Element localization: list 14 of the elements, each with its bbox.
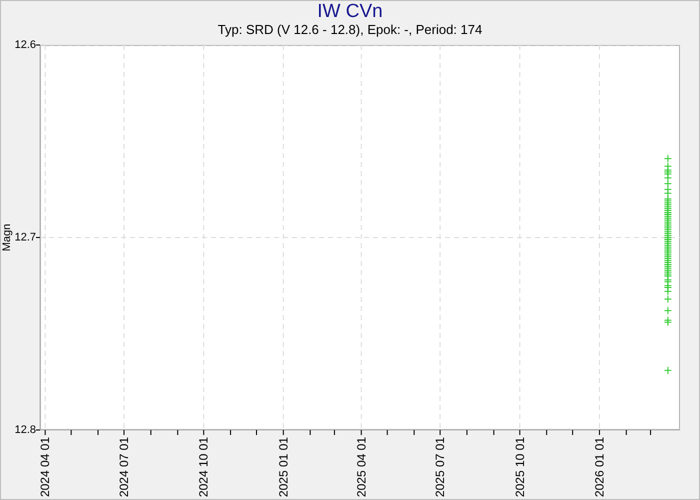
y-tick-label: 12.8	[14, 424, 36, 436]
x-tick-label: 2024 07 01	[117, 436, 132, 498]
x-tick-label: 2025 01 01	[276, 436, 290, 498]
x-tick-label: 2026 01 01	[592, 436, 606, 498]
y-tick-label: 12.6	[14, 39, 36, 51]
x-tick-label: 2025 10 01	[512, 436, 527, 498]
x-tick-label: 2024 04 01	[38, 436, 52, 498]
x-tick-label: 2025 04 01	[354, 436, 368, 498]
x-tick-label: 2025 07 01	[433, 436, 448, 498]
y-tick-label: 12.7	[14, 232, 36, 244]
y-axis-title: Magn	[1, 224, 13, 252]
chart-title: IW CVn	[316, 1, 384, 23]
chart-subtitle: Typ: SRD (V 12.6 - 12.8), Epok: -, Period: 174	[216, 21, 484, 38]
x-tick-label: 2024 10 01	[196, 436, 211, 498]
